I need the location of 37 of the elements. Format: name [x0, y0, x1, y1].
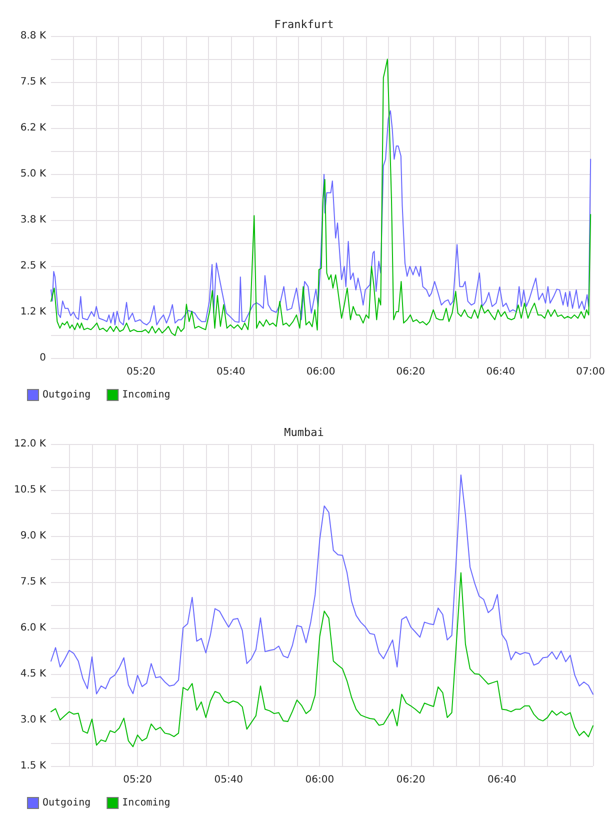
y-tick-label: 5.0 K [20, 168, 46, 180]
y-tick-label: 10.5 K [14, 484, 46, 496]
x-tick-label: 06:40 [486, 366, 516, 378]
x-tick-label: 05:20 [126, 366, 156, 378]
y-tick-label: 2.5 K [20, 260, 46, 272]
y-tick-label: 8.8 K [20, 30, 46, 42]
x-tick-label: 07:00 [576, 366, 606, 378]
y-tick-label: 7.5 K [20, 576, 46, 588]
x-tick-label: 05:40 [214, 774, 244, 786]
x-tick-label: 06:40 [488, 774, 516, 786]
legend-label: Outgoing [42, 390, 91, 400]
x-tick-label: 06:00 [305, 774, 334, 786]
x-tick-label: 06:20 [396, 366, 426, 378]
x-tick-label: 06:00 [306, 366, 336, 378]
chart-title: Frankfurt [274, 18, 334, 31]
y-tick-label: 0 [40, 352, 46, 364]
x-tick-label: 05:40 [216, 366, 246, 378]
y-tick-label: 12.0 K [14, 438, 46, 450]
chart-title: Mumbai [284, 426, 324, 439]
y-tick-label: 1.2 K [20, 306, 46, 318]
y-tick-label: 6.2 K [20, 122, 46, 134]
y-tick-label: 9.0 K [20, 530, 46, 542]
y-tick-label: 7.5 K [20, 76, 46, 88]
line-series [50, 474, 594, 695]
y-tick-label: 1.5 K [20, 760, 46, 772]
x-tick-label: 05:20 [123, 774, 152, 786]
line-series [50, 572, 594, 748]
legend-label: Incoming [122, 390, 170, 400]
line-series [50, 58, 592, 336]
legend-label: Outgoing [42, 798, 91, 808]
line-series [50, 110, 592, 326]
x-tick-label: 06:20 [396, 774, 426, 786]
y-tick-label: 4.5 K [20, 668, 46, 680]
y-tick-label: 3.0 K [20, 714, 46, 726]
y-tick-label: 6.0 K [20, 622, 46, 634]
y-tick-label: 3.8 K [20, 214, 46, 226]
legend-label: Incoming [122, 798, 170, 808]
